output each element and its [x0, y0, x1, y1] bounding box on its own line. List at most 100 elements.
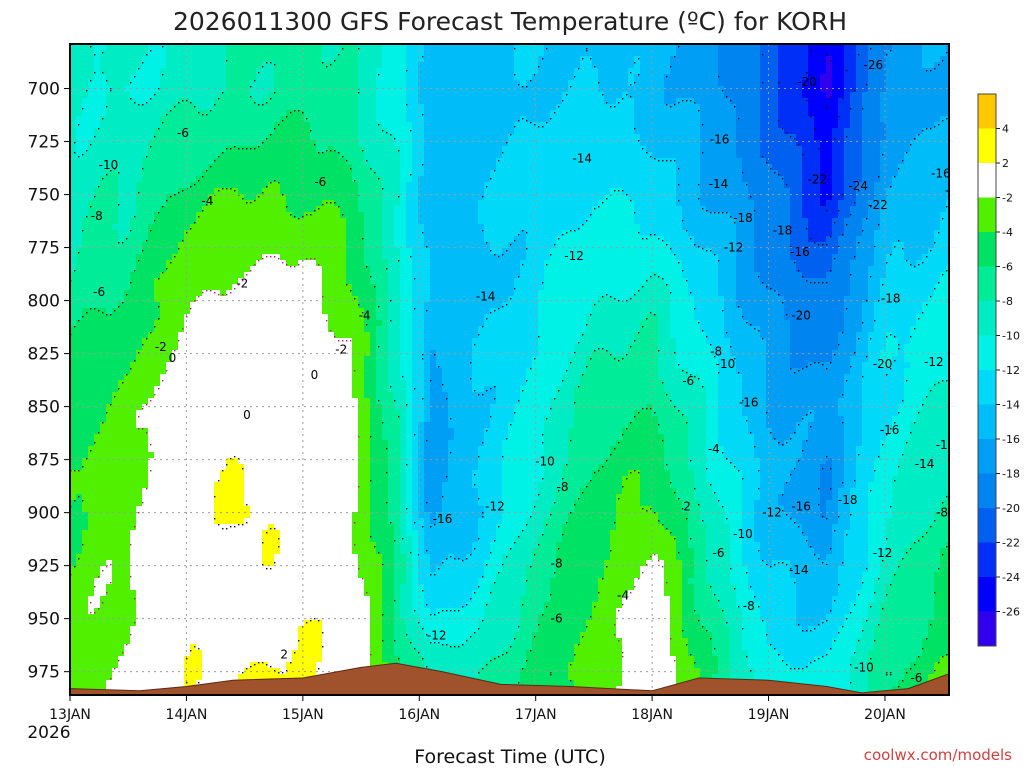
field-cell — [214, 560, 221, 567]
field-cell — [94, 470, 101, 477]
field-cell — [130, 590, 137, 597]
field-cell — [82, 482, 89, 489]
field-cell — [232, 182, 239, 189]
field-cell — [172, 122, 179, 129]
field-cell — [220, 476, 227, 483]
field-cell — [316, 656, 323, 663]
field-cell — [106, 302, 113, 309]
field-cell — [322, 164, 329, 171]
field-cell — [184, 266, 191, 273]
field-cell — [190, 380, 197, 387]
field-cell — [178, 182, 185, 189]
field-cell — [220, 644, 227, 651]
field-cell — [166, 326, 173, 333]
field-cell — [82, 44, 89, 51]
field-cell — [70, 248, 77, 255]
field-cell — [76, 188, 83, 195]
field-cell — [202, 416, 209, 423]
field-cell — [160, 224, 167, 231]
field-cell — [136, 680, 143, 687]
field-cell — [88, 260, 95, 267]
field-cell — [286, 344, 293, 351]
field-cell — [202, 206, 209, 213]
field-cell — [286, 350, 293, 357]
field-cell — [202, 434, 209, 441]
field-cell — [70, 482, 77, 489]
field-cell — [160, 584, 167, 591]
field-cell — [268, 578, 275, 585]
field-cell — [70, 368, 77, 375]
field-cell — [286, 224, 293, 231]
field-cell — [334, 344, 341, 351]
field-cell — [94, 614, 101, 621]
field-cell — [70, 272, 77, 279]
field-cell — [142, 686, 149, 693]
field-cell — [316, 626, 323, 633]
field-cell — [172, 542, 179, 549]
field-cell — [160, 200, 167, 207]
field-cell — [286, 536, 293, 543]
field-cell — [286, 200, 293, 207]
field-cell — [280, 578, 287, 585]
field-cell — [130, 662, 137, 669]
field-cell — [136, 602, 143, 609]
field-cell — [202, 374, 209, 381]
field-cell — [208, 584, 215, 591]
field-cell — [322, 374, 329, 381]
field-cell — [118, 218, 125, 225]
field-cell — [238, 566, 245, 573]
field-cell — [100, 62, 107, 69]
field-cell — [340, 194, 347, 201]
field-cell — [124, 104, 131, 111]
field-cell — [292, 218, 299, 225]
field-cell — [304, 452, 311, 459]
field-cell — [280, 620, 287, 627]
field-cell — [88, 368, 95, 375]
field-cell — [94, 584, 101, 591]
field-cell — [94, 524, 101, 531]
field-cell — [322, 62, 329, 69]
field-cell — [220, 452, 227, 459]
field-cell — [184, 452, 191, 459]
field-cell — [82, 344, 89, 351]
field-cell — [136, 266, 143, 273]
field-cell — [340, 104, 347, 111]
field-cell — [238, 200, 245, 207]
field-cell — [322, 590, 329, 597]
field-cell — [232, 122, 239, 129]
field-cell — [250, 86, 257, 93]
field-cell — [250, 212, 257, 219]
field-cell — [322, 386, 329, 393]
field-cell — [310, 224, 317, 231]
field-cell — [196, 170, 203, 177]
field-cell — [340, 446, 347, 453]
field-cell — [328, 638, 335, 645]
field-cell — [202, 128, 209, 135]
field-cell — [328, 584, 335, 591]
field-cell — [106, 320, 113, 327]
field-cell — [322, 452, 329, 459]
field-cell — [334, 254, 341, 261]
field-cell — [286, 170, 293, 177]
field-cell — [88, 272, 95, 279]
field-cell — [178, 488, 185, 495]
field-cell — [196, 86, 203, 93]
field-cell — [268, 548, 275, 555]
field-cell — [292, 566, 299, 573]
field-cell — [196, 314, 203, 321]
field-cell — [172, 80, 179, 87]
field-cell — [184, 344, 191, 351]
field-cell — [94, 224, 101, 231]
field-cell — [322, 176, 329, 183]
field-cell — [154, 536, 161, 543]
field-cell — [286, 668, 293, 675]
field-cell — [154, 530, 161, 537]
field-cell — [136, 140, 143, 147]
field-cell — [76, 668, 83, 675]
field-cell — [208, 602, 215, 609]
field-cell — [118, 128, 125, 135]
field-cell — [190, 128, 197, 135]
field-cell — [262, 152, 269, 159]
field-cell — [208, 278, 215, 285]
field-cell — [322, 212, 329, 219]
